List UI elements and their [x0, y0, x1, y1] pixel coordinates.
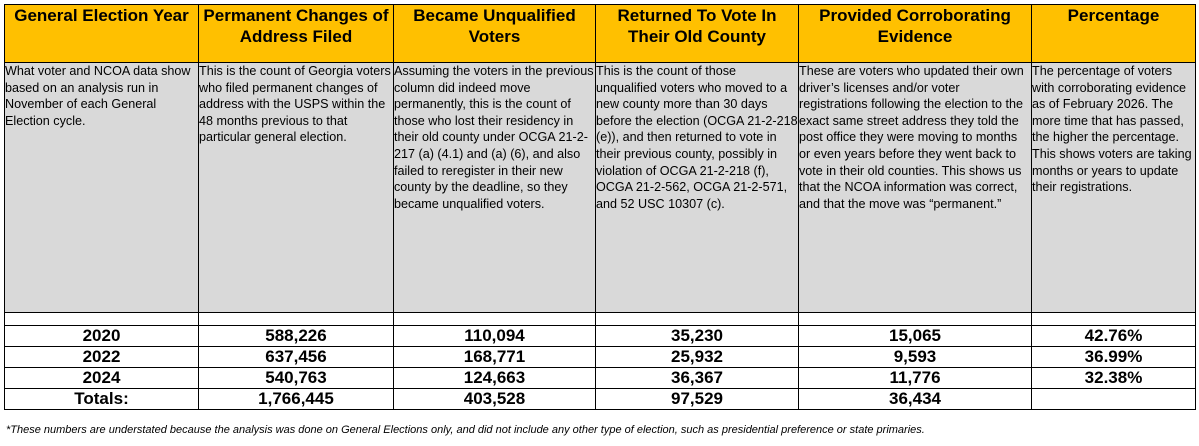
description-percentage: The percentage of voters with corroborat…: [1031, 62, 1196, 313]
unqualified-cell: 124,663: [393, 367, 596, 389]
spacer-cell: [798, 312, 1032, 326]
spacer-cell: [595, 312, 799, 326]
corroborated-cell: 15,065: [798, 325, 1032, 347]
description-corroborating-evidence: These are voters who updated their own d…: [798, 62, 1032, 313]
description-year: What voter and NCOA data show based on a…: [4, 62, 199, 313]
coa-cell: 588,226: [198, 325, 394, 347]
year-cell: 2022: [4, 346, 199, 368]
year-cell: 2020: [4, 325, 199, 347]
totals-unqualified: 403,528: [393, 388, 596, 410]
corroborated-cell: 9,593: [798, 346, 1032, 368]
percentage-cell: 42.76%: [1031, 325, 1196, 347]
description-permanent-changes: This is the count of Georgia voters who …: [198, 62, 394, 313]
table-row: 2022 637,456 168,771 25,932 9,593 36.99%: [4, 346, 1196, 368]
footnote: *These numbers are understated because t…: [6, 424, 925, 436]
coa-cell: 540,763: [198, 367, 394, 389]
totals-coa: 1,766,445: [198, 388, 394, 410]
returned-cell: 35,230: [595, 325, 799, 347]
unqualified-cell: 168,771: [393, 346, 596, 368]
header-percentage: Percentage: [1031, 4, 1196, 63]
totals-row: Totals: 1,766,445 403,528 97,529 36,434: [4, 388, 1196, 410]
header-corroborating-evidence: Provided Corroborating Evidence: [798, 4, 1032, 63]
header-became-unqualified: Became Unqualified Voters: [393, 4, 596, 63]
spacer-cell: [1031, 312, 1196, 326]
coa-cell: 637,456: [198, 346, 394, 368]
returned-cell: 25,932: [595, 346, 799, 368]
header-returned-to-vote: Returned To Vote In Their Old County: [595, 4, 799, 63]
spacer-cell: [4, 312, 199, 326]
year-cell: 2024: [4, 367, 199, 389]
totals-label: Totals:: [4, 388, 199, 410]
election-data-table: General Election Year Permanent Changes …: [4, 4, 1196, 410]
percentage-cell: 32.38%: [1031, 367, 1196, 389]
table-row: 2020 588,226 110,094 35,230 15,065 42.76…: [4, 325, 1196, 347]
totals-percentage: [1031, 388, 1196, 410]
returned-cell: 36,367: [595, 367, 799, 389]
spacer-row: [4, 312, 1196, 326]
spacer-cell: [393, 312, 596, 326]
description-row: What voter and NCOA data show based on a…: [4, 62, 1196, 313]
header-permanent-changes: Permanent Changes of Address Filed: [198, 4, 394, 63]
description-became-unqualified: Assuming the voters in the previous colu…: [393, 62, 596, 313]
header-row: General Election Year Permanent Changes …: [4, 4, 1196, 63]
header-general-election-year: General Election Year: [4, 4, 199, 63]
totals-corroborated: 36,434: [798, 388, 1032, 410]
description-returned-to-vote: This is the count of those unqualified v…: [595, 62, 799, 313]
spacer-cell: [198, 312, 394, 326]
totals-returned: 97,529: [595, 388, 799, 410]
percentage-cell: 36.99%: [1031, 346, 1196, 368]
corroborated-cell: 11,776: [798, 367, 1032, 389]
unqualified-cell: 110,094: [393, 325, 596, 347]
table-row: 2024 540,763 124,663 36,367 11,776 32.38…: [4, 367, 1196, 389]
